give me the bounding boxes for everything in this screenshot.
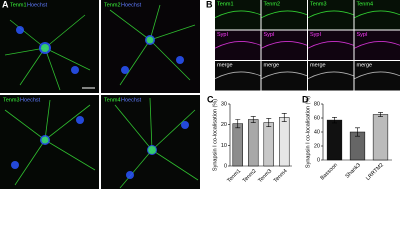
bar bbox=[248, 119, 259, 167]
y-tick-label: 0 bbox=[317, 157, 320, 163]
image-label: Hoechst bbox=[20, 97, 41, 103]
x-tick-label: Tenm1 bbox=[226, 168, 242, 184]
error-bar bbox=[332, 117, 337, 124]
neurite bbox=[214, 41, 261, 49]
neurite bbox=[261, 10, 308, 19]
bar bbox=[263, 122, 274, 167]
image-label: Tenm3 bbox=[310, 1, 327, 7]
image-label: Tenm3 bbox=[3, 97, 20, 103]
image-label: Hoechst bbox=[121, 2, 142, 8]
error-bar bbox=[250, 116, 256, 123]
neurite bbox=[354, 41, 400, 49]
image-label: Tenm4 bbox=[357, 1, 374, 7]
neurite bbox=[307, 10, 354, 19]
bar bbox=[279, 117, 290, 167]
neurite bbox=[214, 10, 261, 19]
image-label: Tenm1 bbox=[217, 1, 234, 7]
y-axis-label: Synapsin I co-localisation (%) bbox=[212, 99, 218, 171]
image-label: Tenm2 bbox=[104, 2, 121, 8]
image-label: Tenm4 bbox=[104, 97, 121, 103]
x-tick-label: Tenm3 bbox=[257, 168, 273, 184]
neurite bbox=[214, 71, 261, 80]
neurite bbox=[354, 71, 400, 80]
y-axis-label: Synapsin I co-localisation (%) bbox=[305, 96, 311, 168]
soma bbox=[148, 146, 156, 154]
y-tick-label: 80 bbox=[314, 101, 320, 107]
y-tick-label: 10 bbox=[221, 143, 227, 149]
nuclei bbox=[11, 26, 189, 179]
page: A Tenm1 Hoechst Tenm2 Hoechst Tenm3 Hoec… bbox=[0, 0, 400, 189]
soma bbox=[146, 36, 154, 44]
panel-label: C bbox=[207, 94, 214, 104]
image-label: merge bbox=[264, 62, 280, 68]
x-tick-label: Shank3 bbox=[345, 162, 362, 179]
error-bar bbox=[235, 119, 241, 129]
image-label: Tenm2 bbox=[264, 1, 281, 7]
neurite bbox=[307, 41, 354, 49]
image-label: Hoechst bbox=[27, 2, 48, 8]
image-label: SypI bbox=[217, 32, 228, 38]
error-bar bbox=[355, 127, 360, 137]
image-label: Hoechst bbox=[121, 97, 142, 103]
error-bar bbox=[378, 112, 383, 117]
x-tick-label: Tenm2 bbox=[242, 168, 258, 184]
panel-label: D bbox=[302, 94, 309, 104]
x-tick-label: Tenm4 bbox=[273, 168, 289, 184]
bar bbox=[326, 119, 343, 161]
soma bbox=[41, 44, 49, 52]
neurite bbox=[307, 71, 354, 80]
image-label: merge bbox=[217, 62, 233, 68]
neurites bbox=[4, 4, 199, 189]
bar bbox=[372, 114, 389, 161]
neurite bbox=[261, 71, 308, 80]
neurite bbox=[354, 10, 400, 19]
image-label: merge bbox=[310, 62, 326, 68]
image-label: SypI bbox=[310, 32, 321, 38]
panel-label: A bbox=[2, 0, 9, 9]
image-label: merge bbox=[357, 62, 373, 68]
y-tick-label: 20 bbox=[221, 122, 227, 128]
panel-a: A Tenm1 Hoechst Tenm2 Hoechst Tenm3 Hoec… bbox=[0, 0, 200, 189]
error-bar bbox=[281, 113, 287, 122]
panel-label: B bbox=[206, 0, 213, 9]
figure: A Tenm1 Hoechst Tenm2 Hoechst Tenm3 Hoec… bbox=[0, 0, 400, 189]
x-tick-label: LRRTM2 bbox=[365, 162, 385, 182]
y-tick-label: 0 bbox=[224, 163, 227, 169]
neurite bbox=[261, 41, 308, 49]
bar bbox=[232, 123, 243, 167]
panel-b: B Tenm1 Tenm2 Tenm3 Tenm4 SypI SypI SypI SypI me… bbox=[206, 0, 400, 91]
y-tick-label: 40 bbox=[314, 129, 320, 135]
y-tick-label: 60 bbox=[314, 115, 320, 121]
error-bar bbox=[266, 118, 272, 128]
image-label: Tenm1 bbox=[10, 2, 27, 8]
image-label: SypI bbox=[264, 32, 275, 38]
image-label: SypI bbox=[357, 32, 368, 38]
soma bbox=[41, 136, 49, 144]
y-tick-label: 20 bbox=[314, 143, 320, 149]
x-tick-label: Bassoon bbox=[320, 162, 339, 181]
y-tick-label: 30 bbox=[221, 101, 227, 107]
